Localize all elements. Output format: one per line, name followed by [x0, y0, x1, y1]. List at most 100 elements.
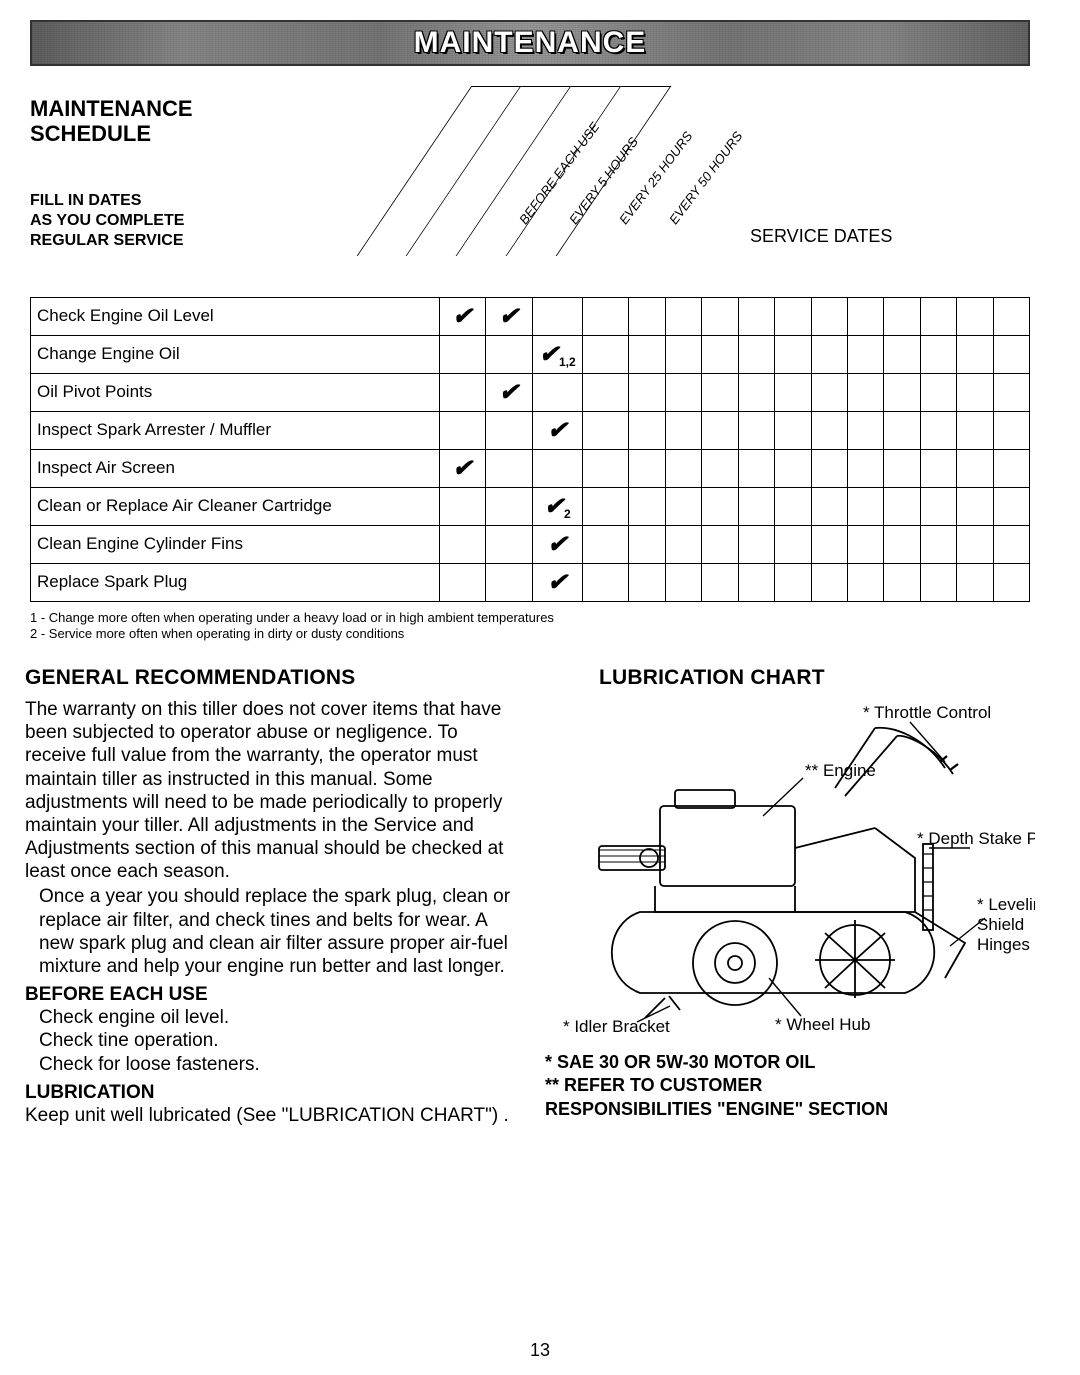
service-date-cell[interactable] [811, 487, 847, 525]
service-date-cell[interactable] [702, 449, 738, 487]
check-cell [582, 563, 629, 601]
service-date-cell[interactable] [920, 411, 956, 449]
service-date-cell[interactable] [702, 487, 738, 525]
service-date-cell[interactable] [702, 297, 738, 335]
service-date-cell[interactable] [629, 525, 665, 563]
service-date-cell[interactable] [993, 297, 1029, 335]
service-date-cell[interactable] [993, 487, 1029, 525]
service-date-cell[interactable] [775, 335, 811, 373]
service-date-cell[interactable] [884, 335, 920, 373]
service-date-cell[interactable] [629, 335, 665, 373]
service-date-cell[interactable] [847, 297, 883, 335]
service-date-cell[interactable] [665, 563, 701, 601]
service-date-cell[interactable] [957, 563, 993, 601]
service-date-cell[interactable] [847, 335, 883, 373]
service-date-cell[interactable] [993, 411, 1029, 449]
service-date-cell[interactable] [702, 373, 738, 411]
service-date-cell[interactable] [738, 373, 774, 411]
service-date-cell[interactable] [629, 449, 665, 487]
service-date-cell[interactable] [847, 373, 883, 411]
service-date-cell[interactable] [884, 411, 920, 449]
lbl-engine: ** Engine [805, 761, 876, 780]
service-date-cell[interactable] [811, 411, 847, 449]
service-date-cell[interactable] [847, 525, 883, 563]
service-date-cell[interactable] [811, 449, 847, 487]
service-date-cell[interactable] [920, 525, 956, 563]
service-date-cell[interactable] [629, 563, 665, 601]
service-date-cell[interactable] [884, 525, 920, 563]
service-date-cell[interactable] [775, 525, 811, 563]
service-date-cell[interactable] [884, 563, 920, 601]
service-date-cell[interactable] [884, 373, 920, 411]
service-date-cell[interactable] [665, 449, 701, 487]
service-date-cell[interactable] [920, 335, 956, 373]
check-cell [582, 525, 629, 563]
service-date-cell[interactable] [993, 335, 1029, 373]
service-date-cell[interactable] [629, 487, 665, 525]
service-date-cell[interactable] [775, 487, 811, 525]
service-date-cell[interactable] [665, 487, 701, 525]
service-date-cell[interactable] [811, 563, 847, 601]
service-date-cell[interactable] [775, 563, 811, 601]
service-date-cell[interactable] [811, 525, 847, 563]
banner: MAINTENANCE [30, 20, 1030, 66]
service-date-cell[interactable] [847, 449, 883, 487]
service-date-cell[interactable] [775, 411, 811, 449]
service-date-cell[interactable] [775, 449, 811, 487]
service-date-cell[interactable] [665, 297, 701, 335]
service-date-cell[interactable] [847, 487, 883, 525]
service-date-cell[interactable] [738, 563, 774, 601]
service-date-cell[interactable] [957, 373, 993, 411]
service-date-cell[interactable] [920, 487, 956, 525]
service-date-cell[interactable] [665, 525, 701, 563]
service-date-cell[interactable] [957, 335, 993, 373]
service-date-cell[interactable] [847, 563, 883, 601]
task-cell: Change Engine Oil [31, 335, 440, 373]
lbl-idler: * Idler Bracket [563, 1017, 670, 1036]
banner-title: MAINTENANCE [414, 26, 647, 60]
service-date-cell[interactable] [811, 297, 847, 335]
service-date-cell[interactable] [665, 411, 701, 449]
service-date-cell[interactable] [665, 335, 701, 373]
table-row: Change Engine Oil✔1,2 [31, 335, 1030, 373]
service-date-cell[interactable] [920, 373, 956, 411]
service-date-cell[interactable] [811, 335, 847, 373]
service-date-cell[interactable] [920, 563, 956, 601]
service-date-cell[interactable] [665, 373, 701, 411]
service-date-cell[interactable] [775, 373, 811, 411]
service-date-cell[interactable] [847, 411, 883, 449]
service-date-cell[interactable] [993, 525, 1029, 563]
service-date-cell[interactable] [884, 449, 920, 487]
service-date-cell[interactable] [957, 525, 993, 563]
service-date-cell[interactable] [629, 373, 665, 411]
service-date-cell[interactable] [811, 373, 847, 411]
service-date-cell[interactable] [920, 297, 956, 335]
service-date-cell[interactable] [702, 411, 738, 449]
service-date-cell[interactable] [993, 563, 1029, 601]
service-date-cell[interactable] [738, 525, 774, 563]
service-date-cell[interactable] [957, 297, 993, 335]
service-date-cell[interactable] [957, 411, 993, 449]
service-date-cell[interactable] [738, 297, 774, 335]
service-date-cell[interactable] [920, 449, 956, 487]
service-date-cell[interactable] [629, 411, 665, 449]
service-date-cell[interactable] [629, 297, 665, 335]
check-cell [439, 335, 486, 373]
service-date-cell[interactable] [957, 487, 993, 525]
service-date-cell[interactable] [738, 411, 774, 449]
service-date-cell[interactable] [738, 449, 774, 487]
service-date-cell[interactable] [702, 525, 738, 563]
service-date-cell[interactable] [884, 297, 920, 335]
service-date-cell[interactable] [702, 335, 738, 373]
service-date-cell[interactable] [884, 487, 920, 525]
lbl-lev3: Hinges [977, 935, 1030, 954]
service-date-cell[interactable] [738, 335, 774, 373]
lub-note-2: ** REFER TO CUSTOMER [545, 1074, 1035, 1097]
service-date-cell[interactable] [738, 487, 774, 525]
service-date-cell[interactable] [702, 563, 738, 601]
service-date-cell[interactable] [993, 373, 1029, 411]
service-date-cell[interactable] [957, 449, 993, 487]
service-date-cell[interactable] [775, 297, 811, 335]
check-cell: ✔ [532, 411, 582, 449]
service-date-cell[interactable] [993, 449, 1029, 487]
